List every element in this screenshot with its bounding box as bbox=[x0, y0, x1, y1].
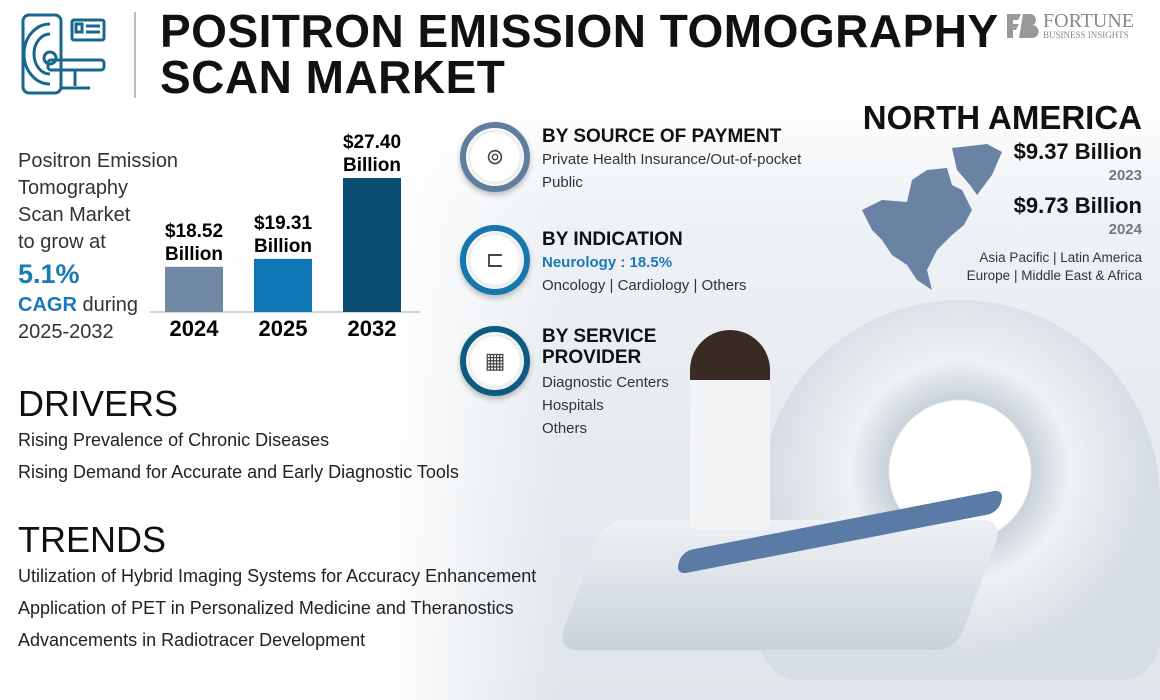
page-title: POSITRON EMISSION TOMOGRAPHY SCAN MARKET bbox=[160, 8, 999, 100]
bar-data-label: Billion bbox=[165, 244, 223, 265]
bar-data-label: $18.52 bbox=[165, 221, 223, 242]
intro-line: Tomography bbox=[18, 177, 129, 199]
title-line-1: POSITRON EMISSION TOMOGRAPHY bbox=[160, 5, 999, 57]
segment-item: Oncology | Cardiology | Others bbox=[542, 277, 747, 294]
segment-item: Hospitals bbox=[542, 397, 604, 414]
region-panel: NORTH AMERICA $9.37 Billion 2023 $9.73 B… bbox=[863, 98, 1142, 285]
trends-heading: TRENDS bbox=[18, 519, 167, 560]
header-divider bbox=[134, 12, 136, 98]
trends-section: TRENDS Utilization of Hybrid Imaging Sys… bbox=[18, 520, 536, 656]
cagr-label: CAGR bbox=[18, 294, 77, 316]
segment-highlight: Neurology : 18.5% bbox=[542, 254, 673, 271]
bar-data-label: Billion bbox=[343, 155, 401, 176]
region-value-2024: $9.73 Billion bbox=[1013, 193, 1142, 218]
bar-data-label: $19.31 bbox=[254, 213, 313, 234]
intro-line: to grow at bbox=[18, 231, 106, 253]
north-america-map-icon bbox=[862, 144, 1002, 290]
segment-item: Public bbox=[542, 174, 583, 191]
region-year: 2023 bbox=[1108, 167, 1142, 184]
market-intro: Positron Emission Tomography Scan Market… bbox=[18, 148, 178, 346]
segment-title: BY SERVICE bbox=[542, 326, 657, 347]
other-regions: Europe | Middle East & Africa bbox=[966, 268, 1142, 283]
drivers-section: DRIVERS Rising Prevalence of Chronic Dis… bbox=[18, 384, 459, 488]
doctor-photo bbox=[690, 330, 770, 530]
bar-data-label: Billion bbox=[254, 236, 312, 257]
segment-item: Private Health Insurance/Out-of-pocket bbox=[542, 151, 802, 168]
cagr-suffix: during bbox=[76, 294, 139, 316]
title-line-2: SCAN MARKET bbox=[160, 51, 506, 103]
segment-item: Diagnostic Centers bbox=[542, 374, 669, 391]
bar-data-label: $27.40 bbox=[343, 132, 401, 153]
trend-item: Utilization of Hybrid Imaging Systems fo… bbox=[18, 566, 537, 586]
brand-logo: FORTUNE BUSINESS INSIGHTS bbox=[1005, 10, 1135, 40]
x-tick-label: 2032 bbox=[348, 316, 397, 341]
trend-item: Application of PET in Personalized Medic… bbox=[18, 598, 514, 618]
intro-line: Positron Emission bbox=[18, 150, 179, 172]
cagr-value: 5.1% bbox=[18, 259, 80, 289]
segment-title: BY SOURCE OF PAYMENT bbox=[542, 126, 782, 147]
drivers-heading: DRIVERS bbox=[18, 383, 179, 424]
fortune-logo-icon bbox=[1007, 14, 1039, 39]
segment-title: BY INDICATION bbox=[542, 229, 683, 250]
segment-title: PROVIDER bbox=[542, 347, 642, 368]
pet-scan-logo-icon bbox=[21, 13, 106, 95]
trend-item: Advancements in Radiotracer Development bbox=[18, 630, 366, 650]
bar-2025 bbox=[254, 258, 312, 312]
intro-line: Scan Market bbox=[18, 204, 131, 226]
brand-name: FORTUNE bbox=[1043, 10, 1135, 32]
region-value-2023: $9.37 Billion bbox=[1013, 139, 1142, 164]
bar-2024 bbox=[165, 266, 223, 312]
bar-2032 bbox=[343, 178, 401, 312]
x-tick-label: 2024 bbox=[170, 316, 220, 341]
region-name: NORTH AMERICA bbox=[862, 99, 1142, 136]
region-year: 2024 bbox=[1108, 221, 1142, 238]
scan-bed-icon: ⊏ bbox=[460, 225, 530, 295]
market-size-bar-chart: $18.52Billion2024$19.31Billion2025$27.40… bbox=[150, 132, 420, 341]
driver-item: Rising Demand for Accurate and Early Dia… bbox=[18, 462, 459, 482]
forecast-period: 2025-2032 bbox=[18, 321, 114, 343]
x-tick-label: 2025 bbox=[259, 316, 308, 341]
driver-item: Rising Prevalence of Chronic Diseases bbox=[18, 430, 330, 450]
pet-scanner-icon: ⊚ bbox=[460, 122, 530, 192]
other-regions: Asia Pacific | Latin America bbox=[979, 250, 1142, 265]
brand-sub: BUSINESS INSIGHTS bbox=[1043, 30, 1129, 40]
segment-item: Others bbox=[542, 420, 588, 437]
hospital-icon: ▦ bbox=[460, 326, 530, 396]
